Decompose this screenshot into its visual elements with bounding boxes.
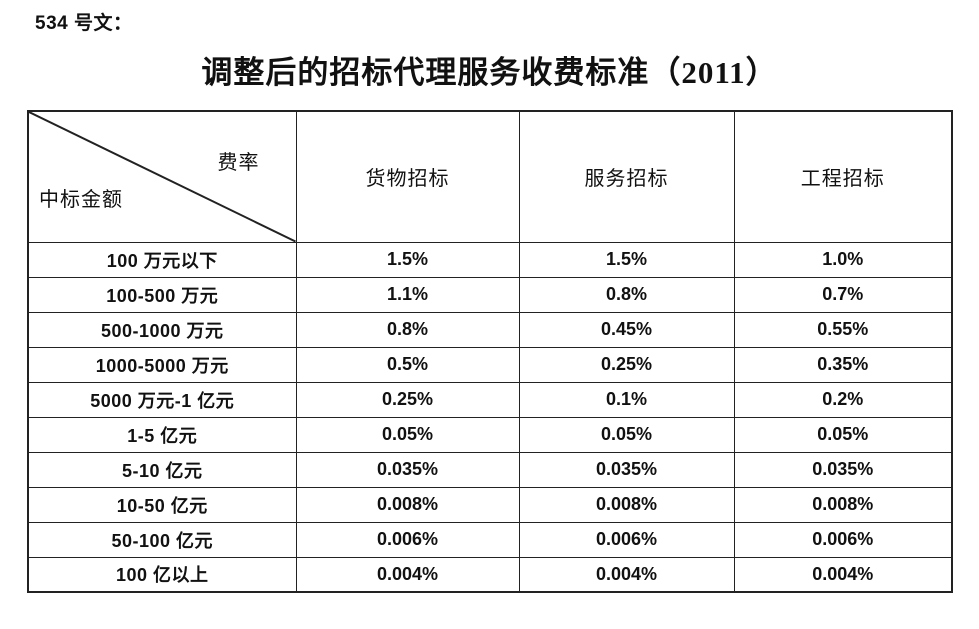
corner-rate-label: 费率 [217, 152, 260, 174]
rate-cell: 0.5% [295, 346, 520, 383]
diagonal-line [29, 112, 296, 242]
rate-cell: 0.45% [518, 311, 735, 348]
table-row: 500-1000 万元 0.8% 0.45% 0.55% [27, 311, 953, 348]
table-row: 5000 万元-1 亿元 0.25% 0.1% 0.2% [27, 381, 953, 418]
rate-cell: 1.5% [295, 241, 520, 278]
table-row: 100 万元以下 1.5% 1.5% 1.0% [27, 241, 953, 278]
rate-cell: 0.006% [518, 521, 735, 558]
row-label-cell: 50-100 亿元 [27, 521, 297, 558]
rate-cell: 1.0% [733, 241, 953, 278]
row-label-cell: 1-5 亿元 [27, 416, 297, 453]
rate-cell: 0.05% [733, 416, 953, 453]
row-label-cell: 100 万元以下 [27, 241, 297, 278]
column-header-goods: 货物招标 [295, 110, 520, 243]
rate-cell: 0.008% [295, 486, 520, 523]
row-label-cell: 100 亿以上 [27, 556, 297, 593]
row-label-cell: 10-50 亿元 [27, 486, 297, 523]
table-row: 100-500 万元 1.1% 0.8% 0.7% [27, 276, 953, 313]
page-title: 调整后的招标代理服务收费标准（2011） [201, 55, 778, 90]
corner-amount-label: 中标金额 [39, 188, 123, 211]
rate-cell: 0.035% [733, 451, 953, 488]
rate-cell: 0.25% [518, 346, 735, 383]
rate-cell: 0.35% [733, 346, 953, 383]
rate-cell: 0.05% [518, 416, 735, 453]
rate-cell: 0.2% [733, 381, 953, 418]
row-label-cell: 1000-5000 万元 [27, 346, 297, 383]
row-label-cell: 500-1000 万元 [27, 311, 297, 348]
row-label-cell: 5-10 亿元 [27, 451, 297, 488]
row-label-cell: 5000 万元-1 亿元 [27, 381, 297, 418]
rate-cell: 0.55% [733, 311, 953, 348]
table-row: 10-50 亿元 0.008% 0.008% 0.008% [27, 486, 953, 523]
rate-cell: 0.035% [295, 451, 520, 488]
column-header-works: 工程招标 [733, 110, 953, 243]
rate-cell: 0.004% [518, 556, 735, 593]
table-row: 50-100 亿元 0.006% 0.006% 0.006% [27, 521, 953, 558]
rate-cell: 0.8% [518, 276, 735, 313]
rate-cell: 0.004% [733, 556, 953, 593]
rate-cell: 0.006% [733, 521, 953, 558]
fee-rate-table: 费率 中标金额 货物招标 服务招标 工程招标 100 万元以下 1.5% 1.5… [27, 110, 953, 593]
diagonal-header-cell: 费率 中标金额 [27, 110, 297, 243]
header-row: 费率 中标金额 货物招标 服务招标 工程招标 [27, 110, 953, 243]
table-row: 5-10 亿元 0.035% 0.035% 0.035% [27, 451, 953, 488]
rate-cell: 1.1% [295, 276, 520, 313]
rate-cell: 0.008% [733, 486, 953, 523]
rate-cell: 0.008% [518, 486, 735, 523]
table-row: 1-5 亿元 0.05% 0.05% 0.05% [27, 416, 953, 453]
column-header-services: 服务招标 [518, 110, 735, 243]
doc-number: 534 号文： [35, 13, 133, 34]
rate-cell: 0.006% [295, 521, 520, 558]
row-label-cell: 100-500 万元 [27, 276, 297, 313]
table-row: 1000-5000 万元 0.5% 0.25% 0.35% [27, 346, 953, 383]
rate-cell: 0.035% [518, 451, 735, 488]
rate-cell: 0.25% [295, 381, 520, 418]
rate-cell: 0.004% [295, 556, 520, 593]
table-row: 100 亿以上 0.004% 0.004% 0.004% [27, 556, 953, 593]
rate-cell: 0.05% [295, 416, 520, 453]
rate-cell: 0.7% [733, 276, 953, 313]
rate-cell: 0.8% [295, 311, 520, 348]
rate-cell: 1.5% [518, 241, 735, 278]
rate-cell: 0.1% [518, 381, 735, 418]
